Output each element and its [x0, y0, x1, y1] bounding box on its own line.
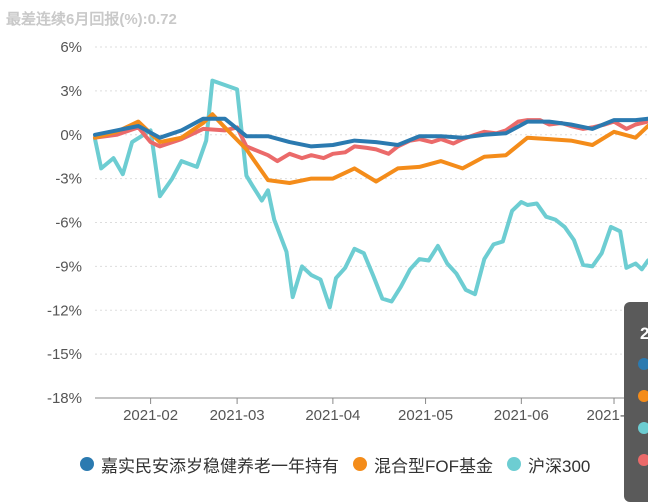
legend-marker — [353, 457, 367, 471]
series-line — [93, 112, 648, 185]
header-label: 最差连续6月回报(%): — [6, 11, 148, 28]
tooltip-series-marker — [638, 358, 648, 370]
legend-label: 沪深300 — [528, 456, 591, 476]
line-chart: 6% 3% 0% -3% -6% -9% -12% -15% -18% 2021-02 2021-… — [47, 39, 648, 424]
header-value: 0.72 — [147, 11, 177, 28]
y-tick-label: 3% — [60, 83, 82, 100]
y-tick-label: -9% — [55, 258, 82, 275]
x-tick-label: 2021-02 — [123, 407, 178, 424]
legend-marker — [80, 457, 94, 471]
y-tick-label: -18% — [47, 390, 82, 407]
x-tick-label: 2021-06 — [494, 407, 549, 424]
y-tick-label: -3% — [55, 171, 82, 188]
tooltip-series-marker — [638, 422, 648, 434]
header-worst-6m-return: 最差连续6月回报(%):0.72 — [6, 8, 177, 29]
series-lines — [93, 78, 648, 310]
x-tick-label: 2021-04 — [305, 407, 360, 424]
legend-item[interactable]: 嘉实民安添岁稳健养老一年持有 — [80, 452, 339, 477]
y-tick-label: -15% — [47, 346, 82, 363]
series-line — [93, 116, 648, 149]
legend-label: 嘉实民安添岁稳健养老一年持有 — [101, 456, 339, 476]
legend-item[interactable]: 沪深300 — [507, 452, 590, 477]
y-tick-label: -12% — [47, 302, 82, 319]
legend: 嘉实民安添岁稳健养老一年持有 混合型FOF基金 沪深300 — [80, 452, 604, 476]
x-axis — [95, 397, 648, 404]
x-axis-ticks: 2021-02 2021-03 2021-04 2021-05 2021-06 2021-… — [123, 407, 641, 424]
x-tick-label: 2021-05 — [398, 407, 453, 424]
tooltip-series-marker — [638, 390, 648, 402]
y-axis-ticks: 6% 3% 0% -3% -6% -9% -12% -15% -18% — [47, 39, 82, 407]
legend-item[interactable]: 混合型FOF基金 — [353, 452, 493, 477]
tooltip-series-marker — [638, 454, 648, 466]
grid-lines — [95, 46, 648, 399]
series-line — [93, 78, 648, 310]
x-tick-label: 2021-03 — [210, 407, 265, 424]
legend-marker — [507, 457, 521, 471]
legend-label: 混合型FOF基金 — [374, 456, 493, 476]
tooltip-title: 2 — [640, 324, 648, 343]
hover-tooltip: 2 — [624, 302, 648, 502]
y-tick-label: 0% — [60, 127, 82, 144]
y-tick-label: -6% — [55, 215, 82, 232]
y-tick-label: 6% — [60, 39, 82, 56]
